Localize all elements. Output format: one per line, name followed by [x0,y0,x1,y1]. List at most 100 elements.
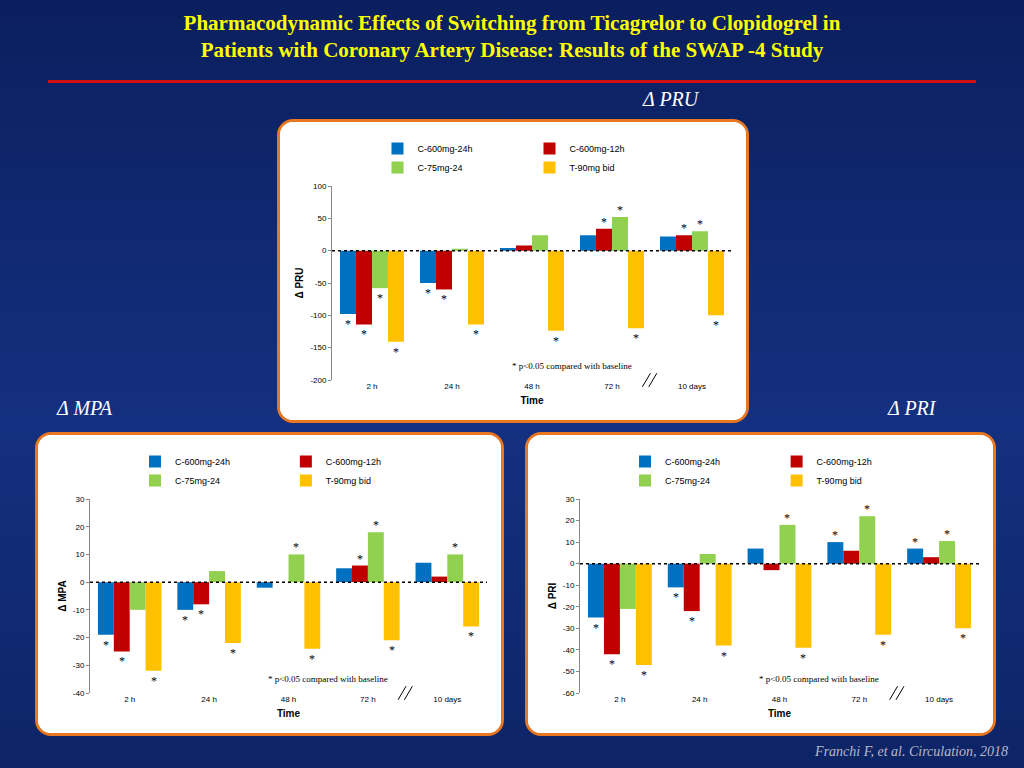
svg-text:-100: -100 [310,311,327,320]
svg-text:*: * [880,638,886,652]
svg-text:*: * [641,668,647,682]
svg-text:0: 0 [80,578,85,587]
svg-text:10 days: 10 days [678,382,706,391]
svg-text:*: * [617,203,623,217]
svg-text:*: * [593,621,599,635]
svg-text:72 h: 72 h [604,382,620,391]
svg-text:*: * [230,646,236,660]
svg-text:-60: -60 [563,689,575,698]
svg-text:C-75mg-24: C-75mg-24 [175,476,220,486]
svg-text:*: * [713,318,719,332]
svg-text:*: * [182,613,188,627]
svg-text:*: * [609,657,615,671]
svg-text:20: 20 [75,523,84,532]
svg-text:-40: -40 [563,646,575,655]
svg-text:*: * [800,651,806,665]
svg-text:C-75mg-24: C-75mg-24 [665,476,710,486]
svg-text:* p<0.05 compared with baselin: * p<0.05 compared with baseline [512,361,632,371]
svg-text:*: * [309,652,315,666]
svg-text:*: * [864,502,870,516]
svg-text:*: * [697,217,703,231]
svg-text:Time: Time [520,395,544,406]
svg-text:*: * [373,518,379,532]
svg-text:48 h: 48 h [524,382,540,391]
svg-text:24 h: 24 h [201,695,217,704]
svg-text:*: * [689,614,695,628]
svg-text:*: * [553,334,559,348]
svg-text:24 h: 24 h [444,382,460,391]
svg-text:-40: -40 [73,689,85,698]
svg-text:T-90mg bid: T-90mg bid [570,163,615,173]
svg-text:-20: -20 [563,603,575,612]
svg-text:*: * [784,511,790,525]
svg-text:*: * [389,643,395,657]
svg-text:*: * [681,221,687,235]
svg-text:*: * [345,317,351,331]
svg-text:*: * [377,291,383,305]
svg-text:10: 10 [565,538,574,547]
svg-text:C-75mg-24: C-75mg-24 [418,163,463,173]
svg-text:*: * [721,649,727,663]
svg-text:*: * [103,638,109,652]
svg-text:-10: -10 [563,581,575,590]
svg-text:*: * [832,528,838,542]
svg-text:72 h: 72 h [360,695,376,704]
svg-text:C-600mg-12h: C-600mg-12h [817,457,872,467]
svg-text:*: * [361,327,367,341]
svg-text:0: 0 [322,246,327,255]
svg-text:-50: -50 [563,667,575,676]
svg-text:72 h: 72 h [852,695,868,704]
svg-text:-150: -150 [310,343,327,352]
svg-text:*: * [473,327,479,341]
svg-text:2 h: 2 h [124,695,135,704]
svg-text:C-600mg-12h: C-600mg-12h [326,457,381,467]
svg-text:*: * [944,527,950,541]
svg-text:*: * [151,674,157,688]
svg-text:Δ PRU: Δ PRU [294,267,305,298]
svg-text:C-600mg-24h: C-600mg-24h [418,144,473,154]
svg-text:-200: -200 [310,376,327,385]
svg-text:C-600mg-24h: C-600mg-24h [665,457,720,467]
svg-text:-30: -30 [563,624,575,633]
svg-text:*: * [293,540,299,554]
svg-text:Δ PRI: Δ PRI [547,582,558,609]
svg-text:10 days: 10 days [925,695,953,704]
svg-text:*: * [425,286,431,300]
svg-text:48 h: 48 h [772,695,788,704]
svg-text:*: * [468,629,474,643]
svg-text:*: * [452,540,458,554]
svg-text:*: * [393,345,399,359]
svg-text:30: 30 [75,495,84,504]
svg-text:2 h: 2 h [366,382,377,391]
svg-text:Time: Time [768,708,792,719]
svg-text:*: * [601,215,607,229]
svg-text:2 h: 2 h [614,695,625,704]
svg-text:10 days: 10 days [433,695,461,704]
svg-text:* p<0.05 compared with baselin: * p<0.05 compared with baseline [268,674,388,684]
svg-text:C-600mg-24h: C-600mg-24h [175,457,230,467]
svg-text:-30: -30 [73,661,85,670]
svg-text:*: * [198,607,204,621]
svg-text:Time: Time [277,708,301,719]
svg-text:Δ MPA: Δ MPA [57,580,68,611]
svg-text:*: * [119,654,125,668]
svg-text:10: 10 [75,550,84,559]
svg-text:*: * [912,535,918,549]
svg-text:C-600mg-12h: C-600mg-12h [570,144,625,154]
svg-text:50: 50 [317,214,326,223]
svg-text:24 h: 24 h [692,695,708,704]
svg-text:*: * [633,331,639,345]
svg-text:0: 0 [570,559,575,568]
svg-text:*: * [357,552,363,566]
svg-text:20: 20 [565,516,574,525]
svg-text:-20: -20 [73,633,85,642]
svg-text:100: 100 [313,182,327,191]
svg-text:*: * [441,292,447,306]
svg-text:T-90mg bid: T-90mg bid [817,476,862,486]
svg-text:T-90mg bid: T-90mg bid [326,476,371,486]
svg-text:* p<0.05 compared with baselin: * p<0.05 compared with baseline [759,674,879,684]
svg-text:*: * [960,631,966,645]
svg-text:-50: -50 [315,279,327,288]
svg-text:30: 30 [565,495,574,504]
svg-text:48 h: 48 h [281,695,297,704]
